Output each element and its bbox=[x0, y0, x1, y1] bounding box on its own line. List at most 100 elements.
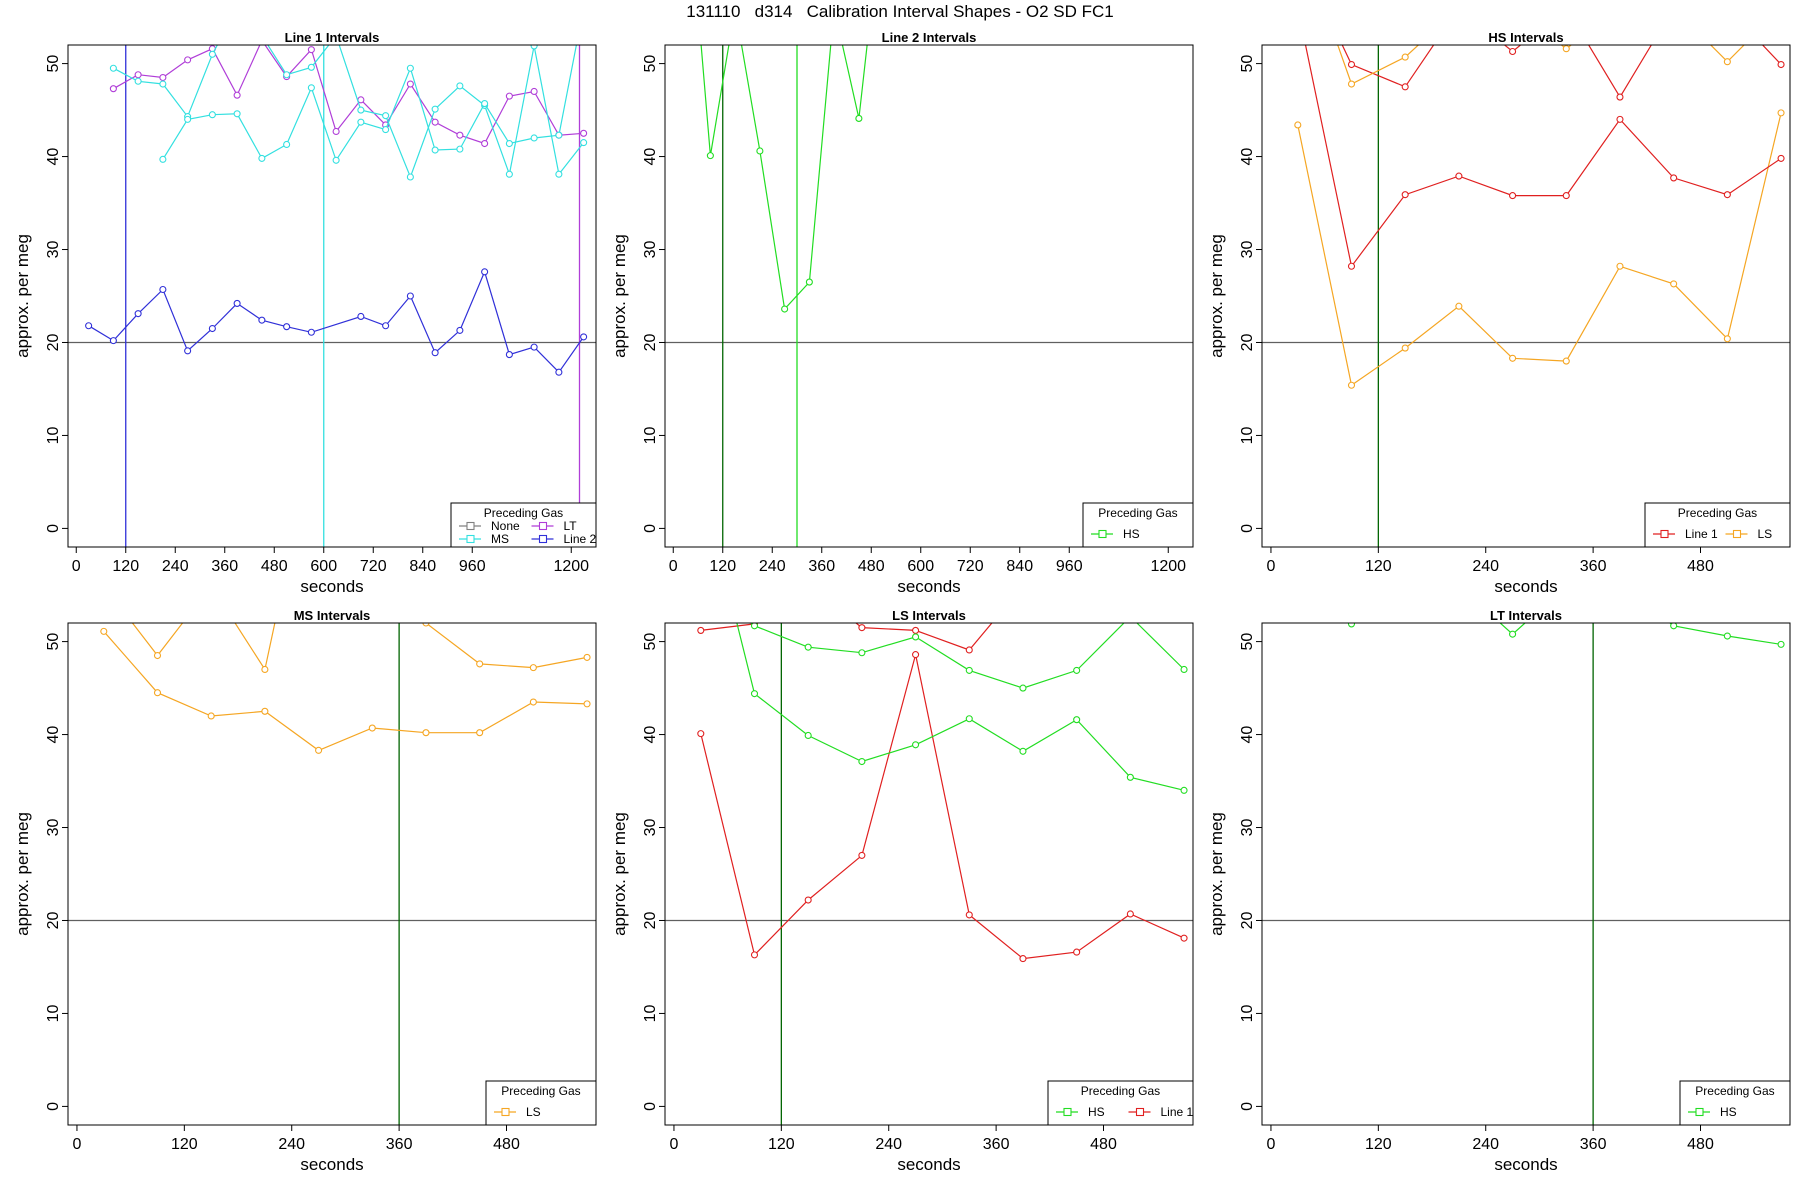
data-point bbox=[456, 145, 464, 153]
data-point bbox=[422, 729, 430, 737]
data-point bbox=[481, 100, 489, 108]
x-tick-label: 480 bbox=[493, 1136, 520, 1153]
plot-area bbox=[1262, 583, 1790, 1125]
data-point bbox=[1616, 115, 1624, 123]
x-tick-label: 840 bbox=[409, 558, 436, 575]
panel-1: Line 1 Intervals 0 120 240 360 480 600 720 840 96… bbox=[13, 5, 597, 596]
plot-frame bbox=[664, 622, 1194, 1126]
legend-swatch-marker bbox=[1695, 1107, 1704, 1117]
data-point bbox=[1670, 623, 1678, 630]
panel-2: Line 2 Intervals 0 120 240 360 480 600 720 840 96… bbox=[610, 5, 1194, 596]
legend-title: Preceding Gas bbox=[1098, 506, 1177, 520]
y-tick-label: 50 bbox=[45, 633, 62, 651]
legend-box bbox=[1047, 1080, 1194, 1126]
x-axis-label: seconds bbox=[300, 577, 363, 596]
legend-swatch-marker bbox=[1063, 1107, 1072, 1117]
x-tick-label: 0 bbox=[72, 558, 81, 575]
x-tick-label: 840 bbox=[1006, 558, 1033, 575]
data-point bbox=[965, 911, 973, 919]
x-tick-label: 120 bbox=[171, 1136, 198, 1153]
legend-title: Preceding Gas bbox=[501, 1084, 580, 1098]
data-point bbox=[529, 698, 537, 706]
data-point bbox=[1509, 354, 1517, 362]
panel-6: LT Intervals 0 120 240 360 480 0 10 20 30 40 50 seco… bbox=[1207, 583, 1791, 1174]
y-axis-label: approx. per meg bbox=[13, 234, 32, 358]
x-tick-label: 120 bbox=[768, 1136, 795, 1153]
data-point bbox=[583, 653, 591, 661]
data-point bbox=[858, 851, 866, 859]
data-point bbox=[804, 731, 812, 740]
data-point bbox=[505, 139, 513, 148]
data-point bbox=[756, 147, 764, 155]
data-point bbox=[505, 170, 513, 178]
data-point bbox=[1401, 83, 1409, 91]
x-tick-label: 240 bbox=[1472, 558, 1499, 575]
y-axis-label: approx. per meg bbox=[1207, 812, 1226, 936]
data-point bbox=[283, 140, 291, 149]
series-line-line-1 bbox=[700, 623, 993, 651]
x-tick-label: 720 bbox=[360, 558, 387, 575]
x-axis-label: seconds bbox=[897, 577, 960, 596]
legend-box bbox=[1679, 1080, 1791, 1126]
data-point bbox=[555, 131, 563, 139]
y-tick-label: 20 bbox=[642, 911, 659, 929]
data-point bbox=[1294, 121, 1302, 129]
data-point bbox=[208, 50, 216, 58]
data-point bbox=[85, 322, 93, 330]
data-point bbox=[259, 33, 265, 39]
data-point bbox=[1671, 5, 1677, 11]
y-tick-label: 0 bbox=[45, 1102, 62, 1111]
data-point bbox=[1019, 684, 1027, 692]
data-point bbox=[505, 351, 513, 359]
x-tick-label: 240 bbox=[278, 1136, 305, 1153]
y-axis-label: approx. per meg bbox=[13, 812, 32, 936]
y-tick-label: 20 bbox=[1239, 911, 1256, 929]
data-point bbox=[805, 278, 813, 286]
data-point bbox=[732, 5, 738, 11]
plot-frame bbox=[1261, 622, 1791, 1126]
x-tick-label: 0 bbox=[1266, 558, 1275, 575]
data-point bbox=[1180, 934, 1188, 942]
panel-title: Line 2 Intervals bbox=[882, 30, 977, 45]
x-tick-label: 360 bbox=[1580, 1136, 1607, 1153]
legend-swatch-marker bbox=[538, 521, 548, 531]
data-point bbox=[1402, 583, 1408, 589]
data-point bbox=[307, 84, 315, 92]
series-line-line-1 bbox=[700, 654, 1185, 960]
y-tick-label: 20 bbox=[1239, 333, 1256, 351]
legend-entry: None bbox=[491, 519, 520, 533]
data-point bbox=[258, 316, 266, 324]
data-point bbox=[258, 154, 266, 162]
legend-title: Preceding Gas bbox=[484, 506, 563, 520]
legend-entry: LS bbox=[1758, 527, 1773, 541]
y-axis-label: approx. per meg bbox=[1207, 234, 1226, 358]
legend: Preceding Gas LS bbox=[485, 1080, 597, 1126]
series-line-hs bbox=[1349, 623, 1782, 645]
data-point bbox=[456, 131, 464, 139]
x-tick-label: 480 bbox=[858, 558, 885, 575]
data-point bbox=[858, 624, 866, 632]
x-tick-label: 0 bbox=[669, 558, 678, 575]
legend-entry: LS bbox=[526, 1105, 541, 1119]
series-line-lt bbox=[113, 45, 584, 145]
data-point bbox=[233, 299, 241, 307]
data-point bbox=[555, 170, 563, 178]
data-point bbox=[1777, 154, 1785, 162]
data-point bbox=[456, 326, 464, 334]
data-point bbox=[315, 746, 323, 754]
x-tick-label: 240 bbox=[1472, 1136, 1499, 1153]
data-point bbox=[332, 127, 340, 136]
legend-box bbox=[1644, 502, 1791, 548]
data-point bbox=[234, 5, 240, 11]
x-tick-label: 360 bbox=[211, 558, 238, 575]
data-point bbox=[725, 583, 731, 589]
x-tick-label: 360 bbox=[983, 1136, 1010, 1153]
data-point bbox=[1401, 191, 1409, 199]
data-point bbox=[208, 583, 214, 589]
data-point bbox=[1510, 5, 1516, 11]
y-tick-label: 40 bbox=[1239, 148, 1256, 166]
data-point bbox=[184, 56, 192, 64]
data-point bbox=[697, 730, 705, 738]
y-tick-label: 30 bbox=[45, 241, 62, 259]
legend-swatch-marker bbox=[466, 534, 475, 544]
